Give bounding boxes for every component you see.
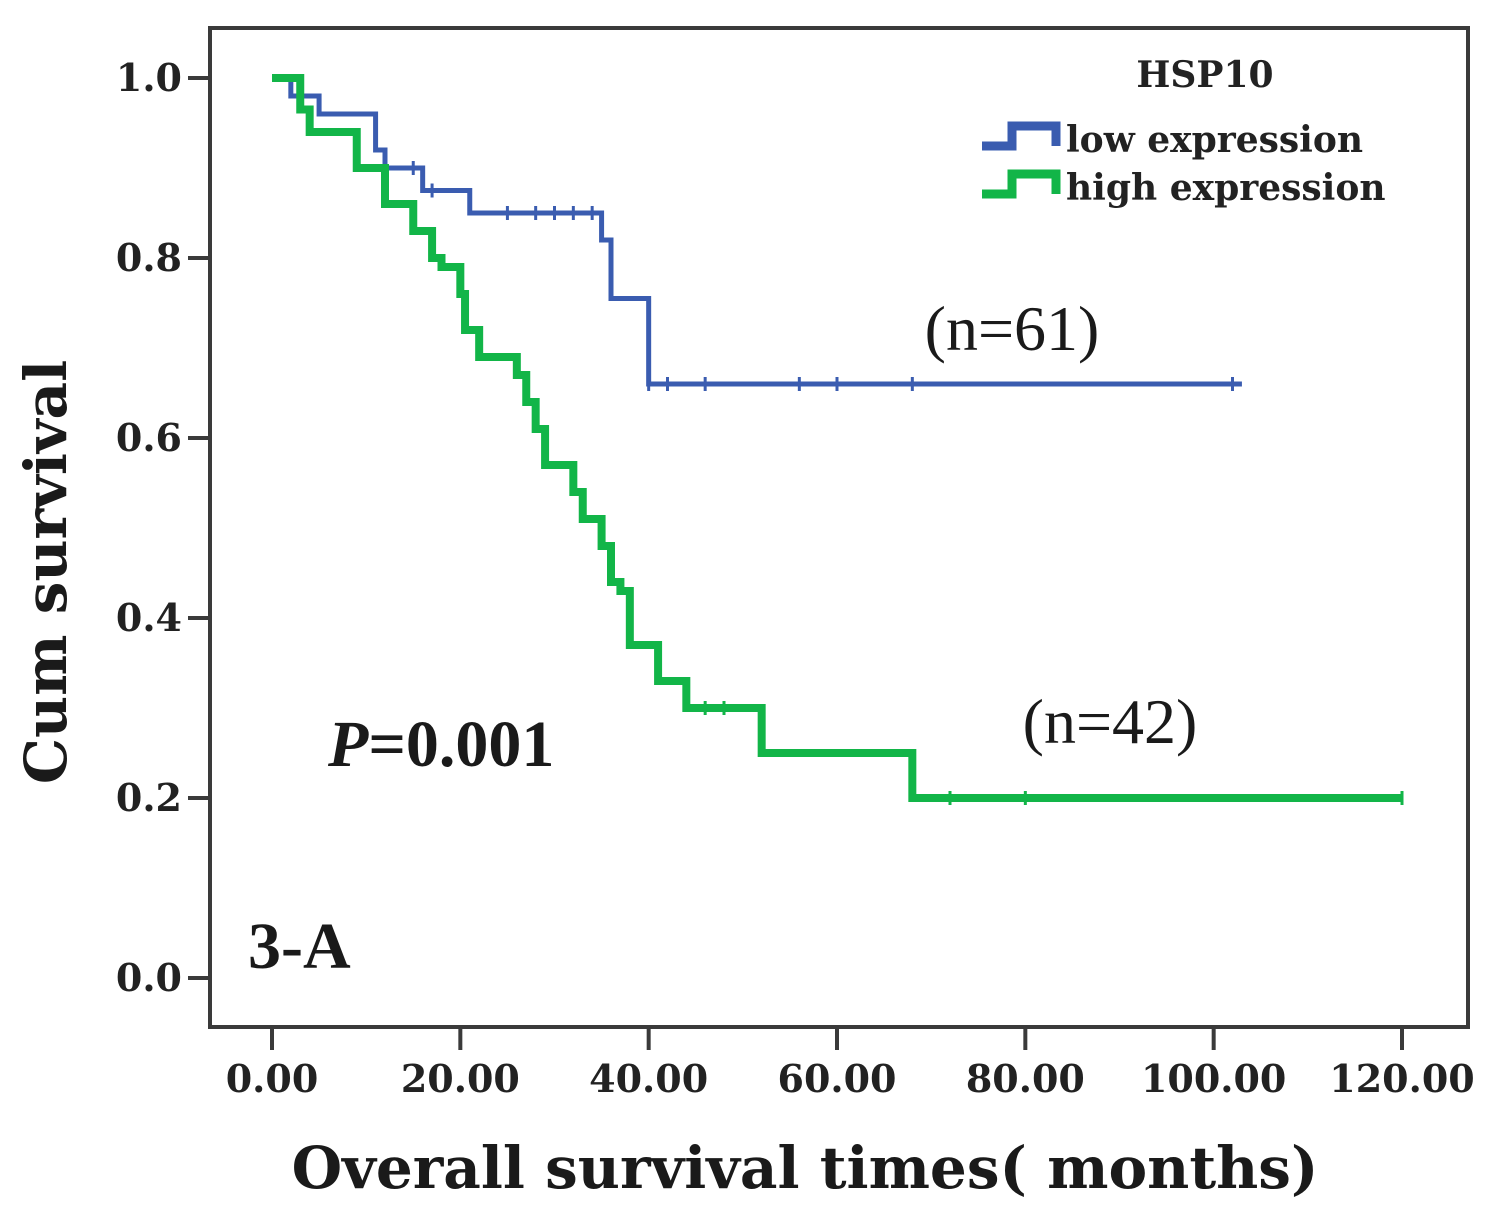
legend-label-low-expression: low expression: [1066, 119, 1363, 161]
p-value-annotation: P=0.001: [327, 708, 554, 781]
x-tick-label: 60.00: [778, 1056, 897, 1101]
y-tick-label: 0.8: [116, 235, 182, 280]
panel-label: 3-A: [248, 910, 351, 983]
x-axis-title: Overall survival times( months): [292, 1134, 1319, 1202]
n-label-high-expression: (n=42): [1023, 686, 1198, 757]
x-tick-label: 100.00: [1141, 1056, 1286, 1101]
x-tick-label: 0.00: [226, 1056, 319, 1101]
legend-label-high-expression: high expression: [1066, 167, 1386, 209]
y-tick-label: 0.6: [116, 415, 182, 460]
n-label-low-expression: (n=61): [925, 293, 1100, 364]
y-tick-label: 0.0: [116, 955, 182, 1000]
y-axis-title: Cum survival: [12, 360, 80, 784]
y-axis-ticks: 0.0 0.2 0.4 0.6 0.8 1.0: [116, 55, 210, 1000]
survival-curve-high-expression: [272, 74, 1402, 802]
x-tick-label: 120.00: [1329, 1056, 1474, 1101]
survival-curve-low-expression: [272, 75, 1242, 387]
x-tick-label: 80.00: [966, 1056, 1085, 1101]
x-tick-label: 20.00: [401, 1056, 520, 1101]
y-tick-label: 0.2: [116, 775, 182, 820]
y-tick-label: 0.4: [116, 595, 182, 640]
p-letter: P: [327, 708, 369, 781]
y-tick-label: 1.0: [116, 55, 182, 100]
legend-title: HSP10: [1136, 54, 1273, 96]
x-axis-ticks: 0.00 20.00 40.00 60.00 80.00 100.00 120.00: [226, 1027, 1475, 1101]
legend-swatch-high-expression: [982, 169, 1061, 199]
legend: HSP10 low expression high expression: [982, 54, 1386, 209]
x-tick-label: 40.00: [589, 1056, 708, 1101]
legend-swatch-low-expression: [982, 121, 1061, 151]
series-layer: [272, 74, 1404, 805]
p-value: =0.001: [368, 708, 554, 781]
